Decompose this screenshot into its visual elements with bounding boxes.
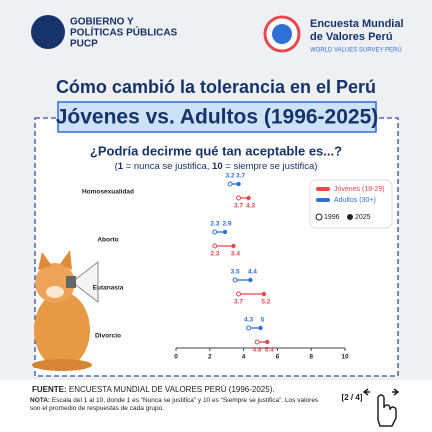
value-label: 4.8 bbox=[253, 347, 262, 354]
legend-label: 2025 bbox=[355, 214, 371, 221]
logo-text: POLÍTICAS PÚBLICAS bbox=[70, 26, 178, 39]
legend-box bbox=[309, 179, 393, 229]
legend-start bbox=[315, 213, 323, 221]
x-tick-label: 4 bbox=[242, 354, 246, 361]
x-tick-label: 6 bbox=[276, 354, 280, 361]
end-dot bbox=[258, 325, 263, 331]
end-dot bbox=[231, 243, 236, 249]
start-dot bbox=[227, 181, 233, 187]
note-label: NOTA: bbox=[30, 397, 51, 404]
value-label: 3.5 bbox=[231, 269, 240, 276]
scale-note-part: 1 bbox=[118, 161, 124, 172]
logo-text: PUCP bbox=[70, 39, 98, 50]
question: ¿Podría decirme qué tan aceptable es...? bbox=[90, 143, 342, 158]
legend-label: Jóvenes (18-29) bbox=[334, 186, 385, 193]
end-dot bbox=[248, 277, 253, 283]
value-label: 3.4 bbox=[231, 251, 240, 258]
start-dot bbox=[212, 243, 218, 249]
end-dot bbox=[236, 181, 241, 187]
cat-illustration bbox=[32, 250, 99, 371]
value-label: 5.2 bbox=[261, 299, 270, 306]
value-label: 2.3 bbox=[210, 221, 219, 228]
value-label: 5.4 bbox=[265, 347, 274, 354]
scale-note-part: = nunca se justifica, bbox=[123, 161, 212, 172]
pucp-logo bbox=[31, 15, 65, 49]
legend-end bbox=[347, 214, 353, 220]
category-label: Aborto bbox=[97, 237, 118, 244]
subtitle: Jóvenes vs. Adultos (1996-2025) bbox=[56, 106, 379, 129]
logo-text: de Valores Perú bbox=[310, 31, 393, 43]
hand-icon bbox=[362, 388, 400, 427]
end-dot bbox=[246, 195, 251, 201]
note-text: Escala del 1 al 10, donde 1 es “Nunca se… bbox=[30, 397, 319, 412]
value-label: 2.3 bbox=[210, 251, 219, 258]
value-label: 3.7 bbox=[234, 203, 243, 210]
end-dot bbox=[265, 339, 270, 345]
value-label: 3.7 bbox=[236, 173, 245, 180]
logo-text: Encuesta Mundial bbox=[310, 18, 404, 30]
x-tick-label: 10 bbox=[341, 354, 349, 361]
value-label: 4.3 bbox=[246, 203, 255, 210]
logo-text: GOBIERNO Y bbox=[70, 17, 134, 28]
value-label: 3.2 bbox=[226, 173, 235, 180]
legend-label: Adultos (30+) bbox=[334, 197, 376, 204]
category-label: Divorcio bbox=[95, 333, 121, 340]
start-dot bbox=[212, 229, 218, 235]
scale-note-part: 10 bbox=[212, 161, 223, 172]
start-dot bbox=[254, 339, 260, 345]
footer-bar bbox=[0, 380, 432, 432]
value-label: 4.4 bbox=[248, 269, 257, 276]
note-wrap: NOTA: Escala del 1 al 10, donde 1 es “Nu… bbox=[30, 397, 330, 413]
category-label: Eutanasia bbox=[93, 285, 124, 292]
scale-note-part: ( bbox=[115, 161, 119, 172]
legend-swatch bbox=[316, 198, 330, 202]
scale-note-part: = siempre se justifica) bbox=[223, 161, 318, 172]
start-dot bbox=[236, 195, 242, 201]
source-text: ENCUESTA MUNDIAL DE VALORES PERÚ (1996-2… bbox=[67, 385, 275, 394]
value-label: 5 bbox=[261, 317, 265, 324]
subtitle-box bbox=[57, 101, 377, 133]
end-dot bbox=[261, 291, 267, 297]
start-dot bbox=[246, 325, 252, 331]
value-label: 4.3 bbox=[244, 317, 253, 324]
scale-note: (1 = nunca se justifica, 10 = siempre se… bbox=[115, 161, 318, 172]
start-dot bbox=[236, 291, 242, 297]
note: NOTA: Escala del 1 al 10, donde 1 es “Nu… bbox=[30, 397, 330, 413]
page-number: [2 / 4] bbox=[342, 393, 363, 402]
x-tick-label: 2 bbox=[208, 354, 212, 361]
end-dot bbox=[222, 229, 228, 235]
value-label: 3.7 bbox=[234, 299, 243, 306]
x-tick-label: 0 bbox=[174, 354, 178, 361]
start-dot bbox=[232, 277, 238, 283]
legend-label: 1996 bbox=[324, 214, 340, 221]
legend-swatch bbox=[316, 187, 330, 191]
x-tick-label: 8 bbox=[309, 354, 313, 361]
wvs-logo bbox=[272, 24, 292, 44]
category-label: Homosexualidad bbox=[82, 189, 134, 196]
source: FUENTE: ENCUESTA MUNDIAL DE VALORES PERÚ… bbox=[32, 385, 275, 394]
logo-tagline: WORLD VALUES SURVEY PERÚ bbox=[310, 47, 402, 54]
value-label: 2.9 bbox=[222, 221, 231, 228]
source-label: FUENTE: bbox=[32, 385, 67, 394]
title: Cómo cambió la tolerancia en el Perú bbox=[56, 77, 376, 97]
